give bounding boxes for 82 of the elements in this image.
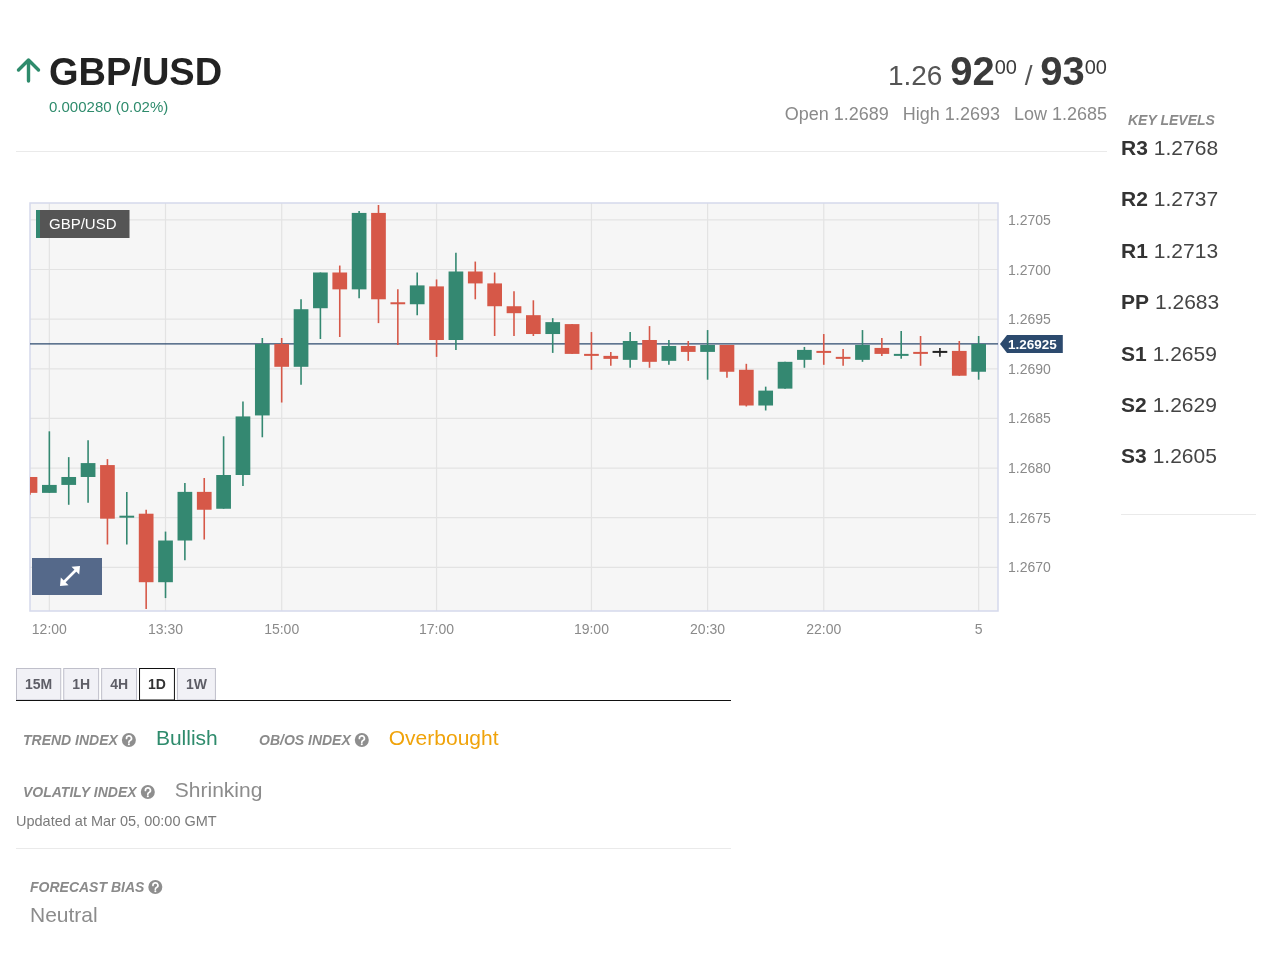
y-tick-label: 1.2675 (1008, 509, 1052, 526)
x-tick-label: 19:00 (573, 621, 610, 637)
category-label: R3 (1121, 136, 1148, 159)
text: OB/OS INDEX (259, 732, 353, 748)
text: 4H (110, 676, 129, 692)
candlestick (855, 329, 870, 363)
candlestick (467, 260, 483, 301)
text: GBP/USD (49, 51, 223, 93)
x-tick-label: 13:30 (148, 621, 184, 637)
text: Bullish (155, 726, 218, 749)
candlestick (42, 430, 57, 494)
data-label: 1.2768 (1153, 136, 1219, 159)
candlestick (622, 331, 638, 369)
text: 1.26 92$^{00}$ / 93$^{00}$ (887, 49, 1107, 93)
candlestick (700, 329, 715, 381)
candlestick (80, 439, 96, 504)
data-label: 1.2713 (1153, 238, 1219, 262)
category-label: S2 (1121, 393, 1147, 416)
category-label: PP (1121, 290, 1150, 314)
text: GBP/USD (49, 215, 117, 232)
data-label: 1.2737 (1153, 187, 1219, 211)
text: 15M (25, 676, 53, 692)
data-label: 1.2629 (1152, 393, 1217, 416)
category-label: R2 (1121, 187, 1148, 211)
candlestick (661, 339, 677, 366)
text: 1W (185, 676, 208, 692)
candlestick (119, 491, 135, 546)
y-tick-label: 1.2690 (1008, 360, 1052, 377)
candlestick (274, 337, 290, 404)
data-label: 1.2659 (1152, 341, 1217, 365)
category-label: S3 (1121, 444, 1147, 468)
y-tick-label: 1.2680 (1008, 460, 1052, 477)
candlestick (932, 347, 948, 358)
candlestick (61, 456, 77, 506)
y-tick-label: 1.2695 (1008, 311, 1052, 328)
candlestick (835, 348, 851, 367)
text: Low 1.2685 (1013, 104, 1107, 124)
x-tick-label: 5 (974, 621, 983, 637)
x-tick-label: 22:00 (806, 621, 842, 637)
text: 1D (148, 676, 166, 692)
candlestick (545, 317, 561, 354)
candlestick (603, 351, 619, 367)
candlestick (816, 333, 832, 366)
data-label: 1.2683 (1155, 290, 1220, 314)
text: 0.000280 (0.02%) (49, 98, 169, 115)
x-tick-label: 17:00 (419, 621, 455, 637)
x-tick-label: 12:00 (31, 621, 68, 637)
candlestick (332, 264, 348, 338)
candlestick (390, 288, 406, 346)
candlestick (797, 346, 812, 369)
text: Neutral (30, 903, 98, 926)
text: FORECAST BIAS (30, 879, 145, 895)
text: High 1.2693 (902, 104, 1000, 124)
text: KEY LEVELS (1128, 112, 1216, 128)
text: 1H (72, 676, 91, 692)
candlestick (506, 290, 522, 337)
candlestick (913, 335, 928, 367)
category-label: S1 (1121, 341, 1148, 365)
x-tick-label: 15:00 (264, 621, 300, 637)
candlestick (487, 271, 502, 337)
candlestick (680, 340, 696, 362)
candlestick (196, 477, 212, 541)
x-tick-label: 20:30 (690, 621, 726, 637)
candlestick (642, 325, 657, 369)
text: TREND INDEX (23, 732, 120, 748)
data-label: 1.2605 (1152, 444, 1217, 468)
ref-line-label: 1.26925 (1008, 336, 1058, 352)
text: VOLATILY INDEX (23, 784, 139, 800)
text: Open 1.2689 (784, 104, 889, 124)
category-label: R1 (1121, 238, 1149, 262)
candlestick (758, 385, 774, 412)
text: Updated at Mar 05, 00:00 GMT (16, 813, 217, 829)
text: Overbought (388, 726, 499, 749)
y-tick-label: 1.2705 (1008, 211, 1052, 228)
candlestick (526, 299, 541, 337)
y-tick-label: 1.2685 (1008, 410, 1052, 427)
candlestick (893, 330, 909, 360)
text: Shrinking (174, 778, 263, 801)
y-tick-label: 1.2670 (1008, 559, 1052, 576)
candlestick (409, 271, 425, 316)
candlestick (584, 331, 599, 371)
y-tick-label: 1.2700 (1008, 261, 1052, 278)
